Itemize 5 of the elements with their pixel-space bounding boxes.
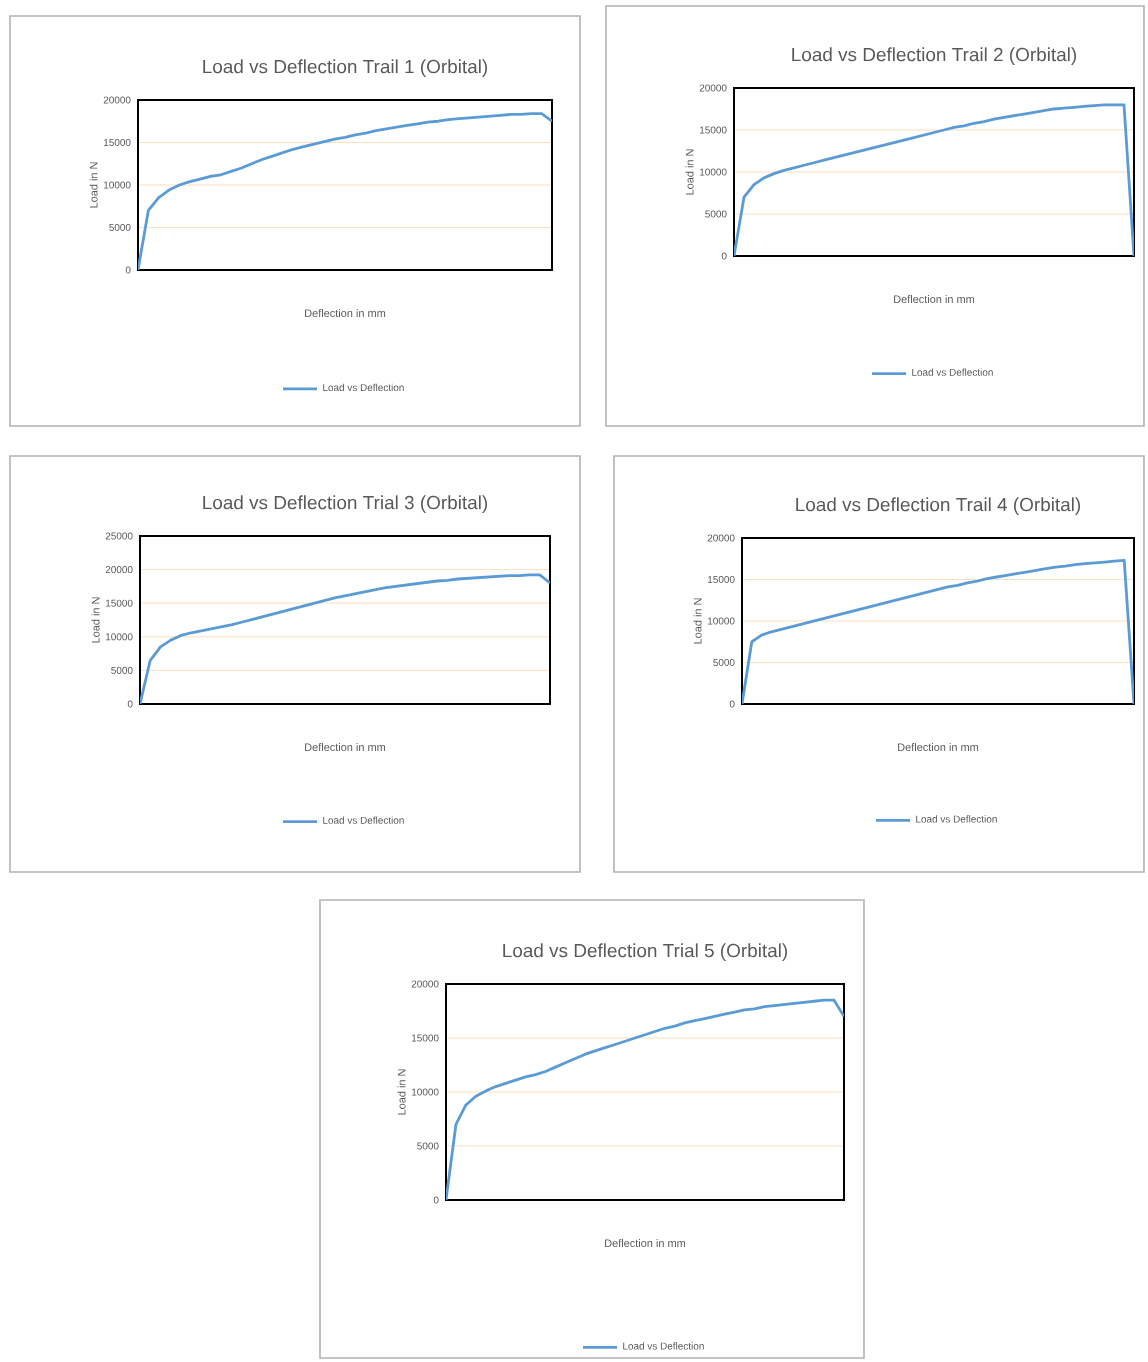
chart-title: Load vs Deflection Trial 5 (Orbital): [503, 943, 788, 961]
chart-title: Load vs Deflection Trail 4 (Orbital): [796, 497, 1081, 515]
chart-title: Load vs Deflection Trial 3 (Orbital): [203, 495, 488, 513]
chart-title: Load vs Deflection Trail 2 (Orbital): [792, 47, 1077, 65]
chart-title: Load vs Deflection Trail 1 (Orbital): [203, 59, 488, 77]
